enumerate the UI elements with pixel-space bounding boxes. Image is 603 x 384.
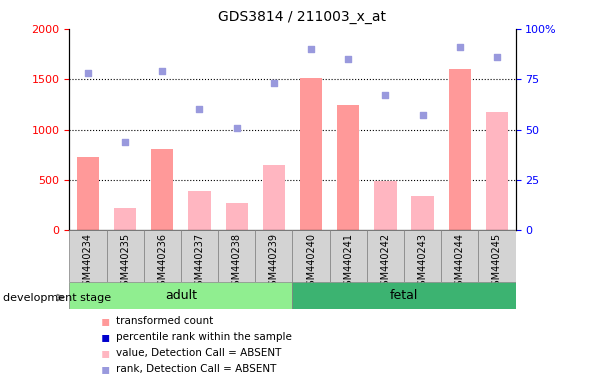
Bar: [441, 230, 478, 282]
Point: [157, 68, 167, 74]
Bar: [226, 203, 248, 230]
Text: GSM440238: GSM440238: [232, 233, 242, 292]
Text: GSM440241: GSM440241: [343, 233, 353, 292]
Bar: [374, 181, 397, 230]
Bar: [255, 230, 292, 282]
Text: ▪: ▪: [101, 314, 110, 328]
Text: ▪: ▪: [101, 346, 110, 360]
Bar: [151, 149, 174, 230]
Text: ▪: ▪: [101, 362, 110, 376]
Point: [232, 124, 241, 131]
Point: [83, 70, 93, 76]
Bar: [181, 230, 218, 282]
Text: GSM440244: GSM440244: [455, 233, 465, 292]
Bar: [263, 166, 285, 230]
Point: [195, 106, 204, 113]
Text: GSM440236: GSM440236: [157, 233, 167, 292]
Text: GSM440237: GSM440237: [195, 233, 204, 292]
Bar: [478, 230, 516, 282]
Point: [380, 92, 390, 98]
Bar: [144, 230, 181, 282]
Text: GDS3814 / 211003_x_at: GDS3814 / 211003_x_at: [218, 10, 385, 23]
Point: [418, 113, 428, 119]
Bar: [337, 105, 359, 230]
Bar: [218, 230, 255, 282]
Bar: [367, 230, 404, 282]
Bar: [449, 69, 471, 230]
Bar: [411, 195, 434, 230]
Text: GSM440235: GSM440235: [120, 233, 130, 292]
Text: transformed count: transformed count: [116, 316, 213, 326]
Point: [343, 56, 353, 62]
Bar: [486, 113, 508, 230]
Bar: [77, 157, 99, 230]
Bar: [69, 282, 292, 309]
Bar: [107, 230, 144, 282]
Bar: [330, 230, 367, 282]
Text: percentile rank within the sample: percentile rank within the sample: [116, 332, 292, 342]
Text: GSM440242: GSM440242: [380, 233, 390, 292]
Text: GSM440240: GSM440240: [306, 233, 316, 292]
Bar: [300, 78, 322, 230]
Bar: [404, 230, 441, 282]
Text: rank, Detection Call = ABSENT: rank, Detection Call = ABSENT: [116, 364, 277, 374]
Bar: [114, 208, 136, 230]
Text: GSM440234: GSM440234: [83, 233, 93, 292]
Text: ▪: ▪: [101, 330, 110, 344]
Bar: [69, 230, 107, 282]
Point: [120, 139, 130, 145]
Bar: [292, 230, 330, 282]
Text: fetal: fetal: [390, 289, 418, 302]
Text: GSM440245: GSM440245: [492, 233, 502, 292]
Point: [269, 80, 279, 86]
Text: GSM440239: GSM440239: [269, 233, 279, 292]
Text: value, Detection Call = ABSENT: value, Detection Call = ABSENT: [116, 348, 282, 358]
Bar: [292, 282, 516, 309]
Point: [492, 54, 502, 60]
Point: [306, 46, 316, 52]
Point: [455, 44, 464, 50]
Text: development stage: development stage: [3, 293, 111, 303]
Text: adult: adult: [165, 289, 197, 302]
Bar: [188, 190, 210, 230]
Text: GSM440243: GSM440243: [418, 233, 428, 292]
